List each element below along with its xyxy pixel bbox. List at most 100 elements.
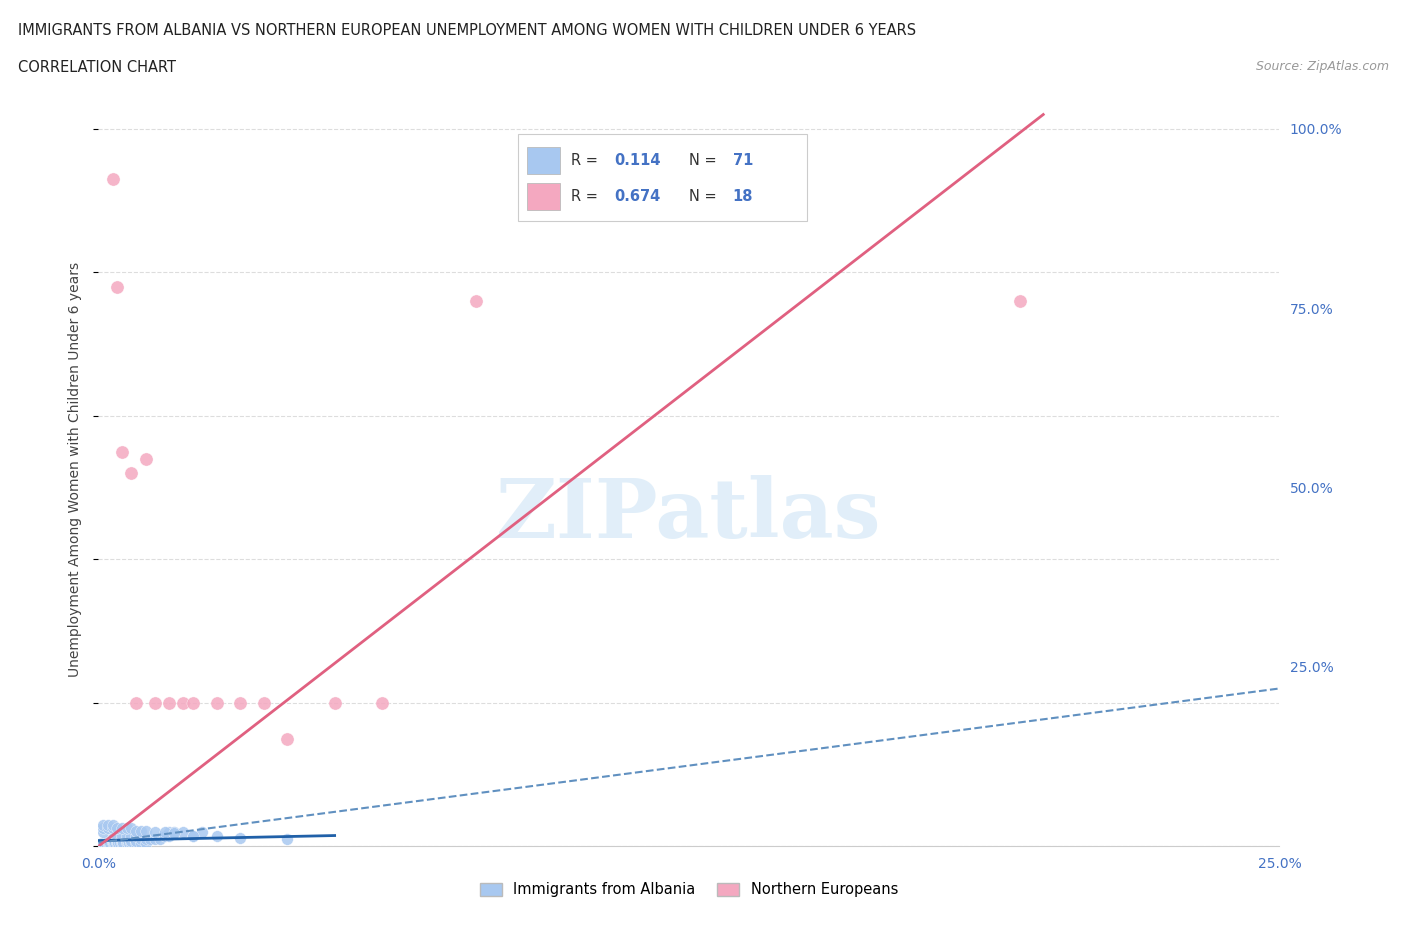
Point [98,835,121,850]
Point [107,835,129,850]
Point [143,696,166,711]
Point [94,835,117,850]
Point [135,835,157,850]
Point [121,828,143,843]
Point [125,696,148,711]
Point [97,835,120,850]
Point [125,828,148,843]
Point [115,833,138,848]
Text: R =: R = [571,189,598,204]
Point [205,696,228,711]
Point [111,828,134,843]
Point [181,696,204,711]
Point [91,835,114,850]
Point [172,696,194,711]
Point [101,833,124,848]
Point [115,835,138,850]
Point [129,823,152,838]
Point [163,825,186,840]
Point [91,825,114,840]
Point [101,830,124,845]
Point [153,825,176,840]
Point [115,821,138,836]
Point [111,833,134,848]
Point [129,831,152,846]
Point [105,835,128,850]
Point [121,821,143,836]
Point [97,821,120,836]
Point [229,830,252,845]
Point [465,294,488,309]
Point [276,731,298,746]
Point [101,835,124,850]
Point [91,817,114,832]
Point [105,833,128,848]
Point [139,831,162,846]
Point [229,696,252,711]
Legend: Immigrants from Albania, Northern Europeans: Immigrants from Albania, Northern Europe… [474,876,904,903]
Point [125,835,148,850]
Point [111,835,134,850]
Bar [527,183,560,210]
Point [108,835,131,850]
Point [104,835,127,850]
Point [1008,294,1031,309]
Point [97,835,120,850]
Point [135,831,157,846]
Text: N =: N = [689,153,717,167]
Point [157,828,180,843]
Text: N =: N = [689,189,717,204]
Point [125,833,148,848]
Point [371,696,394,711]
Text: 71: 71 [733,153,754,167]
Text: IMMIGRANTS FROM ALBANIA VS NORTHERN EUROPEAN UNEMPLOYMENT AMONG WOMEN WITH CHILD: IMMIGRANTS FROM ALBANIA VS NORTHERN EURO… [18,23,917,38]
Point [121,466,143,481]
Point [97,817,120,832]
Text: CORRELATION CHART: CORRELATION CHART [18,60,176,75]
Text: ZIPatlas: ZIPatlas [496,475,882,555]
Point [135,451,157,466]
Point [105,821,128,836]
Point [205,828,228,843]
Point [157,825,180,840]
Point [105,279,128,294]
Point [93,835,115,850]
Point [181,828,204,843]
Point [157,696,180,711]
FancyBboxPatch shape [517,135,807,221]
Point [91,821,114,836]
Text: 18: 18 [733,189,754,204]
Y-axis label: Unemployment Among Women with Children Under 6 years: Unemployment Among Women with Children U… [69,262,83,677]
Point [153,828,176,843]
Point [101,817,124,832]
Point [163,826,186,841]
Point [135,823,157,838]
Point [118,835,141,850]
Point [111,445,134,459]
Point [103,835,125,850]
Point [276,831,298,846]
Text: Source: ZipAtlas.com: Source: ZipAtlas.com [1256,60,1389,73]
Point [143,831,166,846]
Point [101,821,124,836]
Point [105,831,128,846]
Point [181,828,204,843]
Point [115,828,138,843]
Point [111,831,134,846]
Point [129,835,152,850]
Point [121,833,143,848]
Point [191,825,214,840]
Point [115,831,138,846]
Point [105,828,128,843]
Point [111,821,134,836]
Point [172,825,194,840]
Text: 0.674: 0.674 [614,189,661,204]
Text: 0.114: 0.114 [614,153,661,167]
Point [101,172,124,187]
Point [149,831,172,846]
Point [143,825,166,840]
Bar [527,147,560,174]
Point [111,835,134,850]
Point [125,823,148,838]
Point [101,831,124,846]
